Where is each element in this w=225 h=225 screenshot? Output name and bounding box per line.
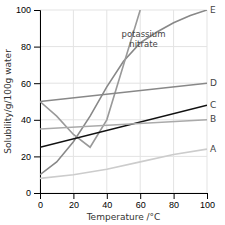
series-label: D xyxy=(210,78,217,88)
tick: 40 xyxy=(21,115,40,125)
series-label: C xyxy=(210,100,216,110)
chart: 0 20 40 60 80 100 0 20 40 60 80 100 E D CB Apotassiumni… xyxy=(0,0,225,225)
tick: 20 xyxy=(21,152,40,162)
y-axis-title: Solubility/g/100g water xyxy=(3,49,13,154)
grid-line xyxy=(40,156,207,157)
series-line xyxy=(40,83,207,101)
tick-mark xyxy=(34,47,40,48)
tick-label: 60 xyxy=(136,200,146,210)
y-axis: 0 20 40 60 80 100 xyxy=(16,5,41,198)
x-axis-title: Temperature /°C xyxy=(86,212,161,222)
tick-label: 80 xyxy=(21,42,31,52)
series-line xyxy=(40,120,207,129)
tick-mark xyxy=(140,193,141,199)
tick-mark xyxy=(207,193,208,199)
grid-line xyxy=(73,10,74,193)
grid-line xyxy=(40,46,207,47)
tick: 40 xyxy=(102,193,112,210)
tick-mark xyxy=(34,83,40,84)
axis-line xyxy=(34,11,41,194)
tick-label: 100 xyxy=(16,5,31,15)
tick-mark xyxy=(34,156,40,157)
series-line xyxy=(40,105,207,147)
tick-mark xyxy=(34,10,40,11)
grid-line xyxy=(173,10,174,193)
tick: 0 xyxy=(26,188,40,198)
tick: 60 xyxy=(21,79,40,89)
tick: 80 xyxy=(169,193,179,210)
series-line xyxy=(40,149,207,178)
tick-label: 80 xyxy=(169,200,179,210)
tick-label: 20 xyxy=(21,152,31,162)
grid-line xyxy=(207,10,208,193)
tick-label: 0 xyxy=(38,200,43,210)
grid-line xyxy=(40,83,207,84)
series-label: E xyxy=(210,5,216,15)
grid-line xyxy=(40,10,207,11)
grid xyxy=(40,10,207,193)
tick-label: 60 xyxy=(21,79,31,89)
tick-label: 20 xyxy=(69,200,79,210)
annotation: potassiumnitrate xyxy=(122,29,166,49)
tick: 100 xyxy=(16,5,40,15)
tick: 60 xyxy=(136,193,146,210)
annotation-line: nitrate xyxy=(129,39,157,49)
labels: E D CB Apotassiumnitrate xyxy=(122,5,217,154)
tick-label: 100 xyxy=(200,200,215,210)
tick-label: 40 xyxy=(21,115,31,125)
grid-line xyxy=(40,119,207,120)
series-label: B xyxy=(210,114,216,124)
grid-line xyxy=(106,10,107,193)
tick-mark xyxy=(107,193,108,199)
series-line xyxy=(40,10,207,175)
plot-area xyxy=(40,10,207,178)
annotation-line: potassium xyxy=(122,29,166,39)
x-axis: 0 20 40 60 80 100 xyxy=(38,193,215,210)
tick-mark xyxy=(73,193,74,199)
tick-label: 40 xyxy=(102,200,112,210)
tick: 100 xyxy=(200,193,215,210)
series-label: A xyxy=(210,144,217,154)
tick-mark xyxy=(174,193,175,199)
tick-mark xyxy=(34,193,40,194)
tick-mark xyxy=(34,120,40,121)
tick-label: 0 xyxy=(26,188,31,198)
tick: 20 xyxy=(69,193,79,210)
tick: 80 xyxy=(21,42,40,52)
tick: 0 xyxy=(38,193,43,210)
axis-line xyxy=(41,194,208,200)
